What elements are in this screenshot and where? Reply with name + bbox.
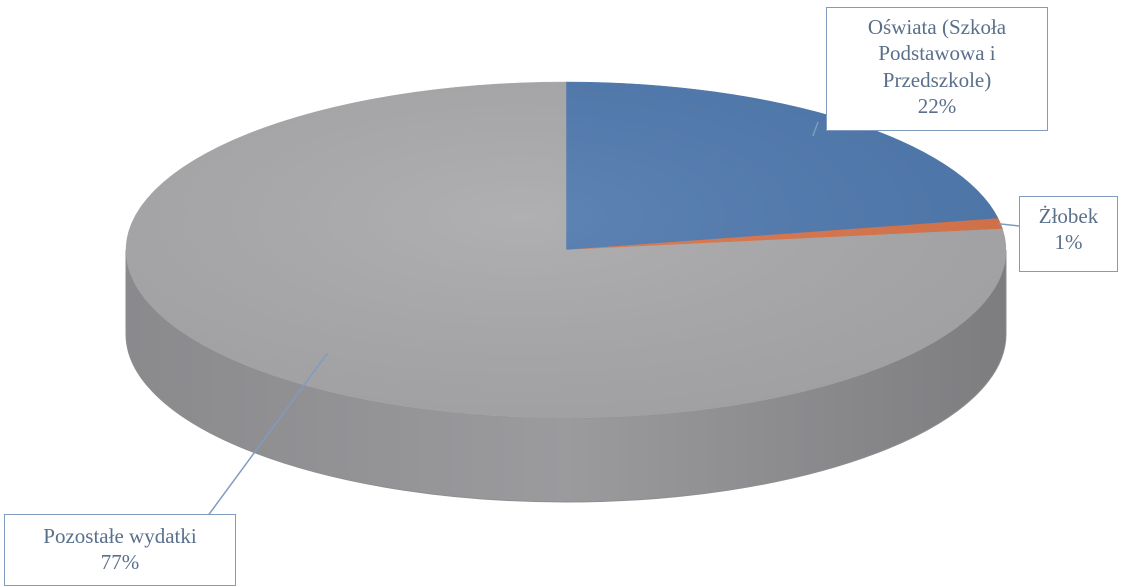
pie-top-shading — [126, 82, 1006, 418]
data-label-pozostale: Pozostałe wydatki 77% — [4, 514, 236, 586]
leader-line — [195, 352, 329, 533]
data-label-percent: 22% — [917, 93, 957, 118]
data-label-line: Przedszkole) — [882, 67, 992, 92]
data-label-oswiata: Oświata (Szkoła Podstawowa i Przedszkole… — [826, 7, 1048, 131]
leader-line — [812, 121, 819, 137]
data-label-line: Żłobek — [1038, 204, 1099, 228]
data-label-zlobek: Żłobek 1% — [1019, 196, 1118, 272]
data-label-line: Oświata (Szkoła — [867, 15, 1007, 39]
pie-layer — [125, 81, 1007, 503]
data-label-line: Pozostałe wydatki — [43, 524, 197, 548]
data-label-percent: 77% — [100, 550, 140, 575]
data-label-percent: 1% — [1054, 230, 1083, 255]
leader-line — [998, 222, 1020, 227]
data-label-line: Podstawowa i — [878, 41, 996, 66]
leader-lines — [195, 121, 1020, 533]
